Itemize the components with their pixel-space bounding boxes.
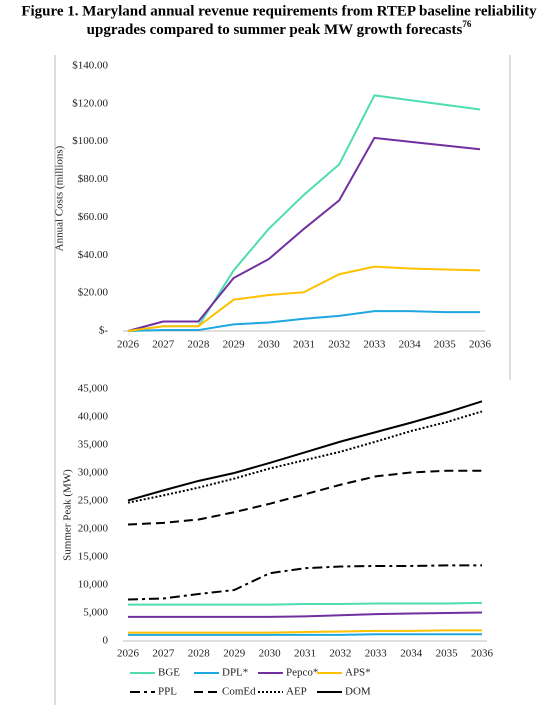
y-tick-label: 35,000	[78, 439, 109, 451]
legend-label: APS*	[345, 667, 371, 679]
series-line	[127, 94, 481, 332]
y-tick-label: 10,000	[78, 579, 109, 591]
footnote-ref: 76	[462, 19, 472, 29]
legend-label: DPL*	[222, 667, 248, 679]
y-tick-label: 25,000	[78, 495, 109, 507]
y-axis-title: Annual Costs (millions)	[54, 145, 66, 251]
x-tick-label: 2027	[152, 339, 175, 351]
series-line	[128, 601, 483, 606]
x-tick-label: 2036	[469, 339, 492, 351]
series-line	[128, 633, 482, 636]
y-tick-label: 40,000	[78, 411, 109, 423]
series-line	[127, 469, 482, 526]
x-tick-label: 2031	[293, 339, 315, 351]
y-axis-title: Summer Peak (MW)	[62, 469, 74, 561]
y-tick-label: $20.00	[78, 287, 109, 299]
series-line	[127, 310, 480, 332]
series-line	[128, 611, 483, 618]
x-tick-label: 2036	[471, 648, 494, 660]
x-tick-label: 2035	[436, 648, 459, 660]
series-line	[127, 136, 481, 332]
legend-label: PPL	[158, 686, 177, 698]
y-tick-label: $60.00	[78, 211, 109, 223]
x-tick-label: 2026	[117, 339, 140, 351]
y-tick-label: 5,000	[83, 607, 108, 619]
y-tick-label: 45,000	[78, 383, 109, 395]
legend-label: DOM	[345, 686, 371, 698]
figure-title: upgrades compared to summer peak MW grow…	[87, 19, 472, 38]
y-tick-label: 20,000	[78, 523, 109, 535]
y-tick-label: $80.00	[78, 173, 109, 185]
y-tick-label: 15,000	[78, 551, 109, 563]
series-line	[128, 629, 482, 634]
legend-label: AEP	[286, 686, 307, 698]
x-tick-label: 2035	[434, 339, 457, 351]
x-tick-label: 2034	[399, 339, 422, 351]
y-tick-label: $100.00	[72, 135, 108, 147]
x-tick-label: 2028	[188, 648, 211, 660]
figure-title: Figure 1. Maryland annual revenue requir…	[21, 3, 537, 19]
x-tick-label: 2026	[117, 648, 140, 660]
legend-label: ComEd	[222, 686, 256, 698]
x-tick-label: 2027	[152, 648, 175, 660]
legend-label: Pepco*	[286, 667, 318, 679]
x-tick-label: 2031	[294, 648, 316, 660]
y-tick-label: $120.00	[72, 97, 108, 109]
y-tick-label: $-	[99, 325, 109, 337]
y-tick-label: 0	[103, 635, 109, 647]
x-tick-label: 2028	[187, 339, 210, 351]
x-tick-label: 2032	[328, 339, 350, 351]
series-line	[127, 265, 481, 332]
series-line	[127, 400, 483, 502]
x-tick-label: 2030	[259, 648, 282, 660]
legend-label: BGE	[158, 667, 180, 679]
x-tick-label: 2034	[400, 648, 423, 660]
x-tick-label: 2032	[329, 648, 351, 660]
y-tick-label: $40.00	[78, 249, 109, 261]
series-line	[127, 564, 482, 601]
y-tick-label: $140.00	[72, 60, 108, 72]
x-tick-label: 2030	[258, 339, 281, 351]
x-tick-label: 2029	[223, 648, 246, 660]
x-tick-label: 2029	[223, 339, 246, 351]
figure-title-line: upgrades compared to summer peak MW grow…	[87, 22, 463, 38]
series-line	[127, 410, 483, 504]
y-tick-label: 30,000	[78, 467, 109, 479]
x-tick-label: 2033	[365, 648, 388, 660]
x-tick-label: 2033	[363, 339, 386, 351]
